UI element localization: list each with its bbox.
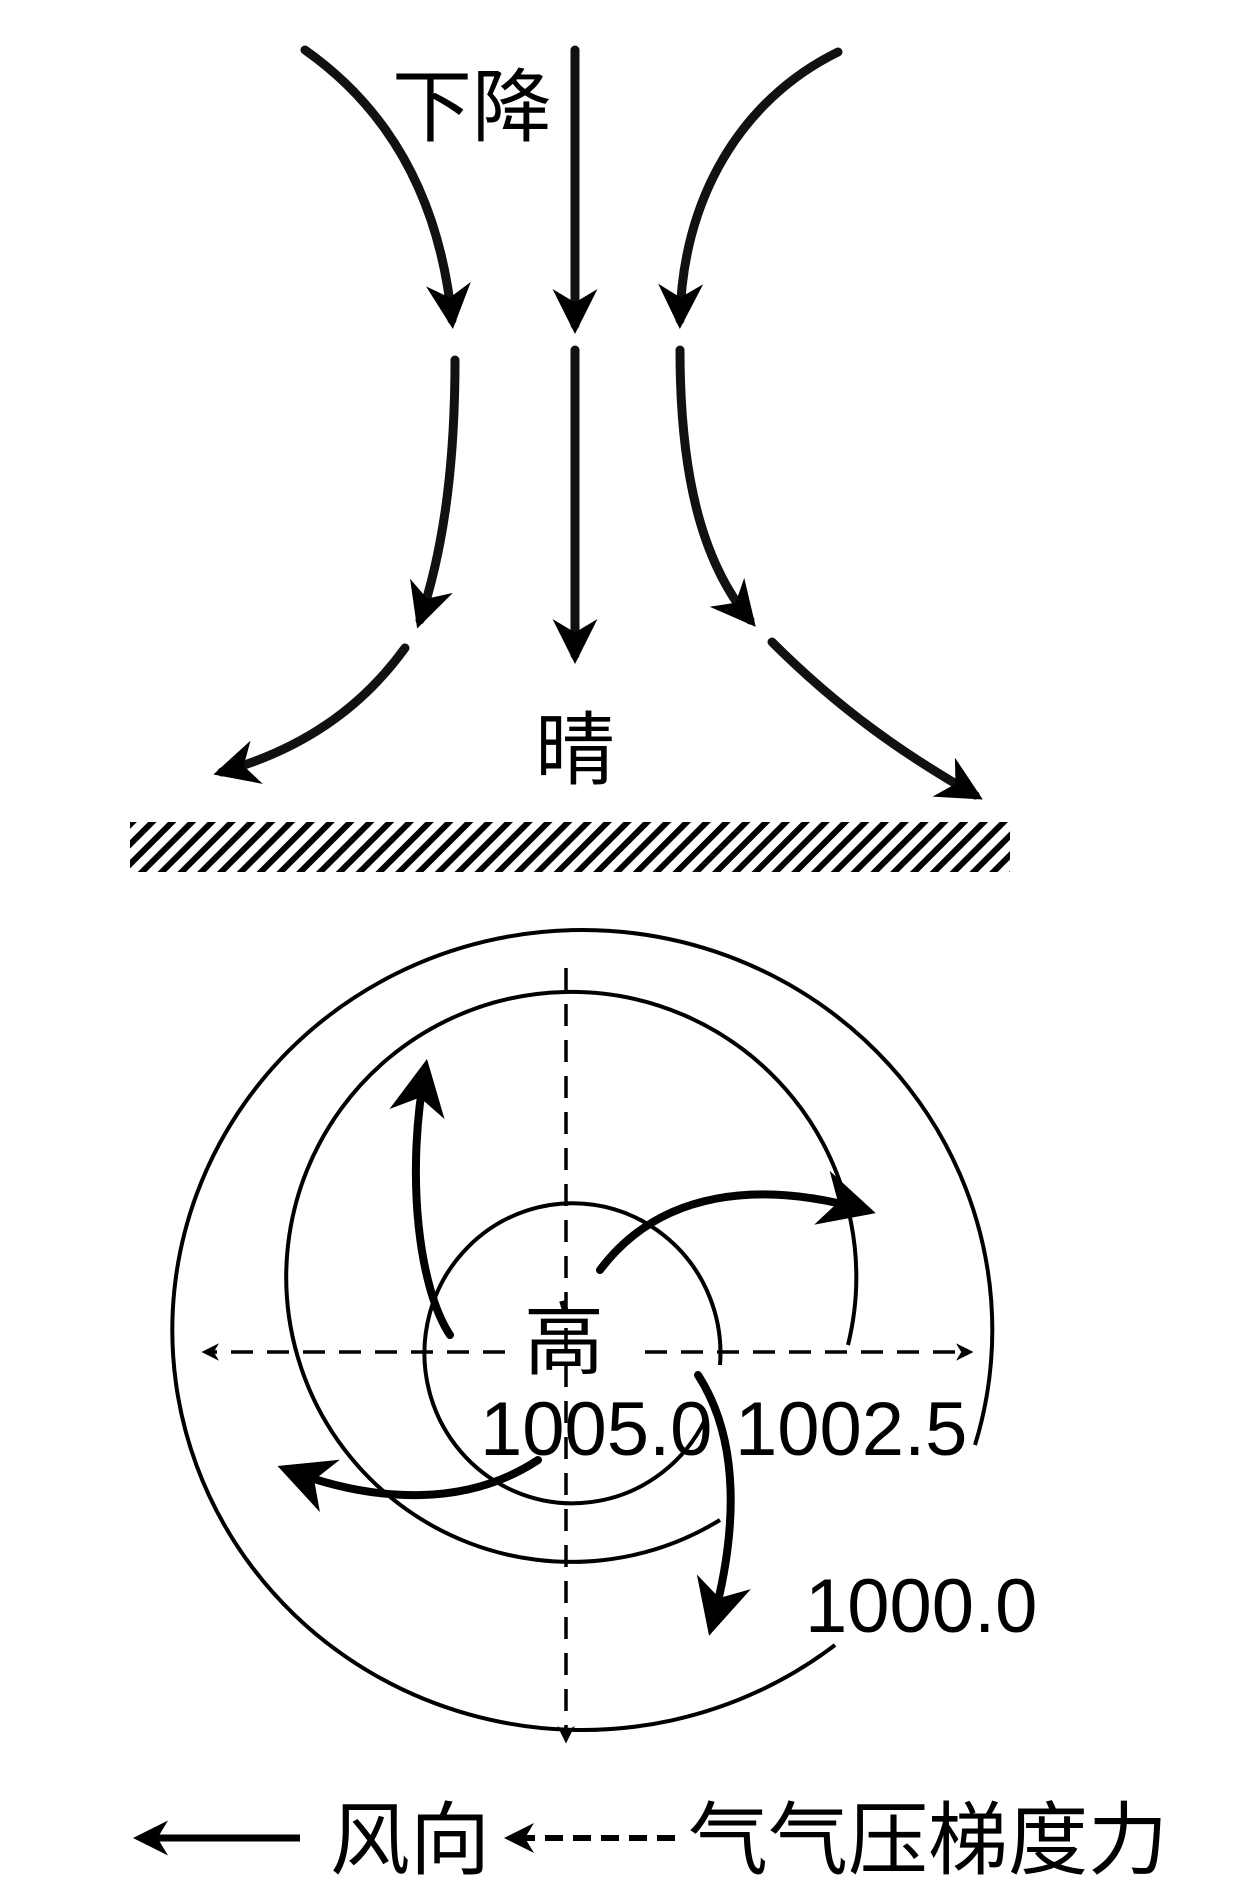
descent-arrow-left-lower bbox=[410, 355, 460, 629]
isobar-middle bbox=[284, 989, 859, 1564]
weather-label: 晴 bbox=[535, 704, 615, 797]
descent-arrow-right-lower bbox=[675, 345, 756, 627]
outflow-arrow-right bbox=[767, 637, 983, 800]
legend: 风向 气气压梯度力 bbox=[133, 1794, 1168, 1886]
descent-label: 下降 bbox=[392, 61, 552, 154]
legend-pressure-gradient-label: 气气压梯度力 bbox=[688, 1794, 1168, 1886]
isobar-outer bbox=[170, 928, 995, 1732]
descending-airflow-diagram: 下降 晴 bbox=[130, 45, 1010, 872]
wind-arrow-northeast bbox=[596, 1170, 876, 1274]
wind-arrow-southwest bbox=[277, 1456, 542, 1513]
isobar-inner bbox=[422, 1201, 723, 1506]
wind-arrow-northwest bbox=[389, 1058, 454, 1339]
ground-surface bbox=[130, 822, 1010, 872]
high-center-label: 高 bbox=[524, 1294, 604, 1387]
isobar-label-1005: 1005.0 bbox=[480, 1387, 712, 1472]
descent-arrow-left-upper bbox=[300, 45, 471, 329]
high-pressure-plan-view: 高 1005.0 1002.5 1000.0 bbox=[170, 928, 1037, 1744]
descent-arrow-right-upper bbox=[658, 47, 843, 329]
outflow-arrow-left bbox=[213, 643, 410, 784]
legend-wind-direction-label: 风向 bbox=[330, 1794, 490, 1886]
isobar-label-1002: 1002.5 bbox=[735, 1387, 967, 1472]
isobar-label-1000: 1000.0 bbox=[805, 1564, 1037, 1649]
wind-arrow-southeast bbox=[694, 1371, 751, 1636]
